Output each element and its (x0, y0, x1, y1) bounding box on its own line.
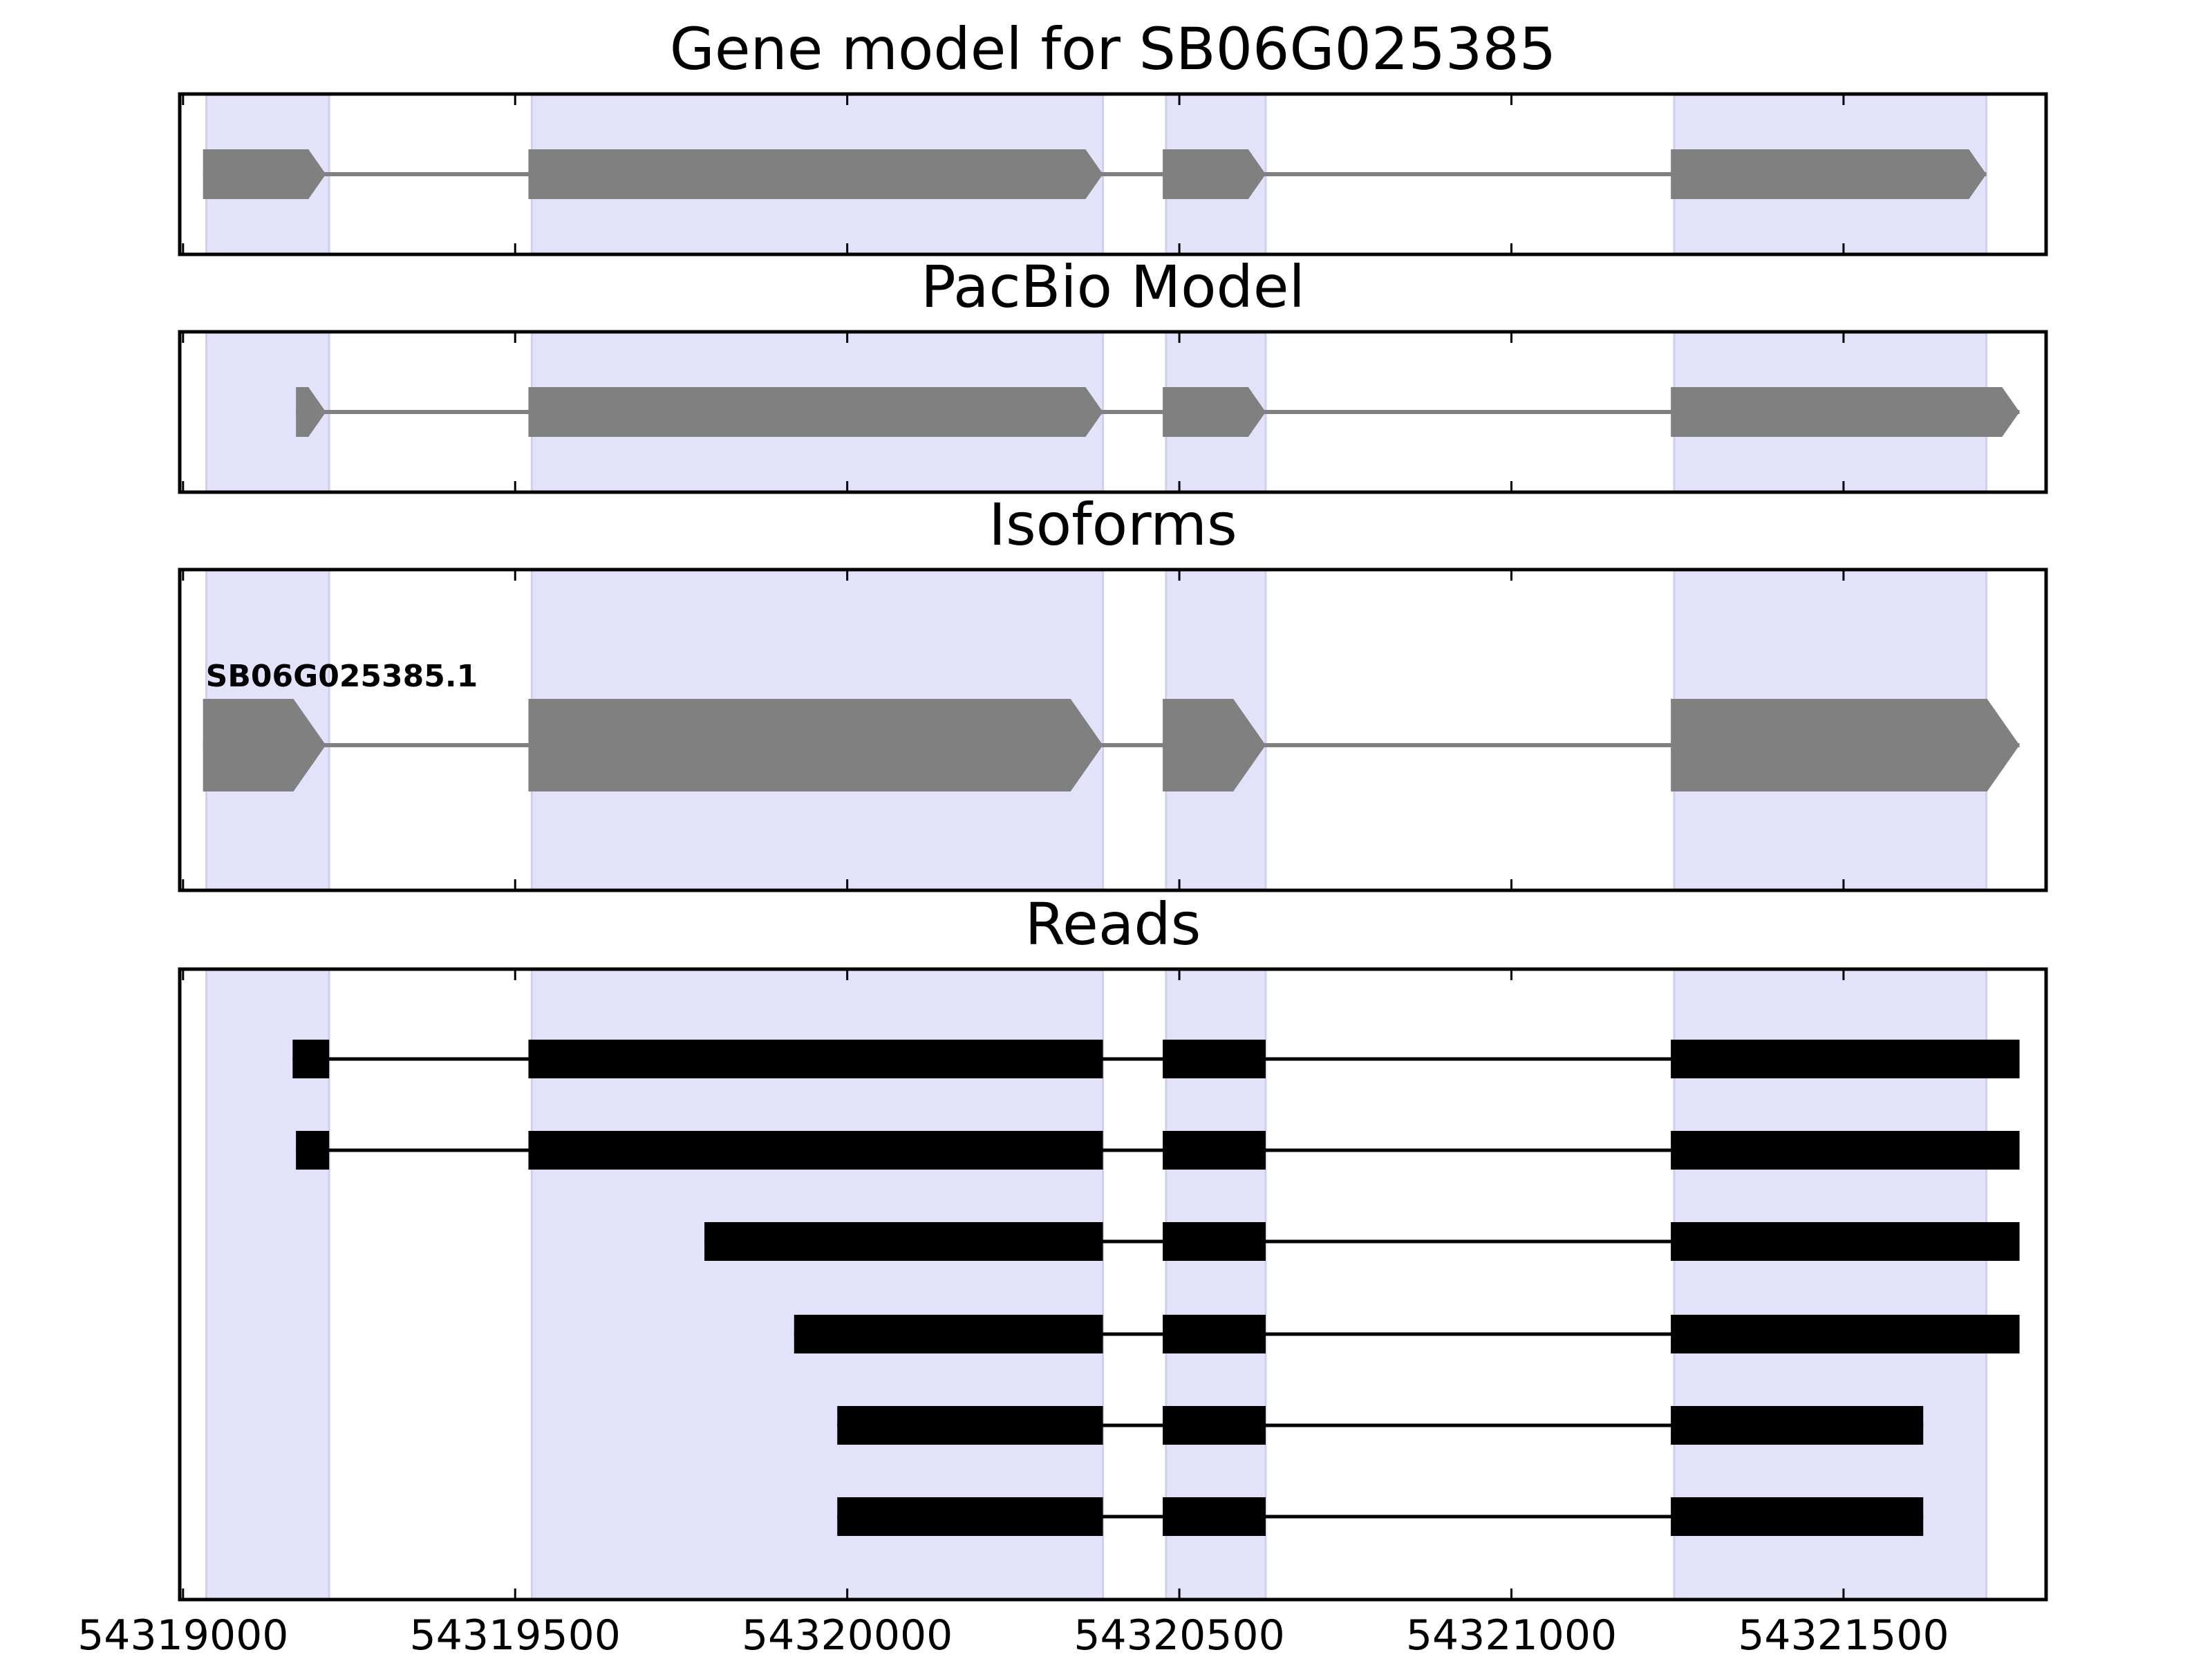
exon-arrow-1-0-2 (1163, 387, 1266, 437)
panel-frame-2 (178, 568, 2048, 892)
read-exon-3-3-0 (794, 1315, 1103, 1353)
panel-frame-3 (178, 967, 2048, 1602)
read-exon-3-4-1 (1163, 1406, 1266, 1445)
isoform-label: SB06G025385.1 (206, 659, 478, 694)
exon-arrow-1-0-0 (296, 387, 326, 437)
read-exon-3-3-2 (1671, 1315, 2020, 1353)
read-exon-3-1-0 (296, 1131, 330, 1170)
panel-0: Gene model for SB06G025385 (178, 15, 2048, 256)
panel-title-1: PacBio Model (921, 253, 1305, 321)
panel-1: PacBio Model (178, 253, 2048, 494)
read-exon-3-5-1 (1163, 1497, 1266, 1536)
x-tick-label-5: 54321500 (1738, 1611, 1949, 1659)
read-exon-3-2-1 (1163, 1222, 1266, 1261)
exon-arrow-0-0-3 (1671, 149, 1987, 199)
panel-frame-1 (178, 330, 2048, 494)
panel-title-2: Isoforms (988, 491, 1237, 559)
read-exon-3-0-3 (1671, 1040, 2020, 1078)
exon-arrow-2-0-3 (1671, 699, 2020, 791)
read-exon-3-0-1 (528, 1040, 1103, 1078)
exon-arrow-2-0-2 (1163, 699, 1266, 791)
x-tick-label-1: 54319500 (410, 1611, 621, 1659)
x-tick-label-2: 54320000 (742, 1611, 953, 1659)
exon-arrow-1-0-1 (528, 387, 1103, 437)
read-exon-3-1-1 (528, 1131, 1103, 1170)
read-exon-3-0-2 (1163, 1040, 1266, 1078)
panel-3: Reads 54319000 54319500 54320000 54320500 543… (77, 890, 2048, 1659)
exon-arrow-0-0-0 (203, 149, 326, 199)
read-exon-3-4-0 (837, 1406, 1103, 1445)
exon-arrow-2-0-1 (528, 699, 1103, 791)
panel-2: Isoforms SB06G025385.1 (178, 491, 2048, 892)
read-exon-3-1-2 (1163, 1131, 1266, 1170)
read-exon-3-0-0 (292, 1040, 330, 1078)
exon-arrow-0-0-2 (1163, 149, 1266, 199)
x-tick-label-4: 54321000 (1406, 1611, 1617, 1659)
panel-title-3: Reads (1025, 890, 1201, 958)
read-exon-3-2-2 (1671, 1222, 2020, 1261)
x-tick-label-0: 54319000 (77, 1611, 288, 1659)
highlight-region-1-0 (205, 330, 330, 494)
panel-frame-0 (178, 92, 2048, 256)
read-exon-3-5-0 (837, 1497, 1103, 1536)
exon-arrow-2-0-0 (203, 699, 326, 791)
x-tick-label-3: 54320500 (1074, 1611, 1284, 1659)
read-exon-3-1-3 (1671, 1131, 2020, 1170)
read-exon-3-5-2 (1671, 1497, 1924, 1536)
read-exon-3-4-2 (1671, 1406, 1924, 1445)
read-exon-3-3-1 (1163, 1315, 1266, 1353)
read-exon-3-2-0 (704, 1222, 1103, 1261)
exon-arrow-1-0-3 (1671, 387, 2020, 437)
exon-arrow-0-0-1 (528, 149, 1103, 199)
panel-title-0: Gene model for SB06G025385 (670, 15, 1556, 83)
